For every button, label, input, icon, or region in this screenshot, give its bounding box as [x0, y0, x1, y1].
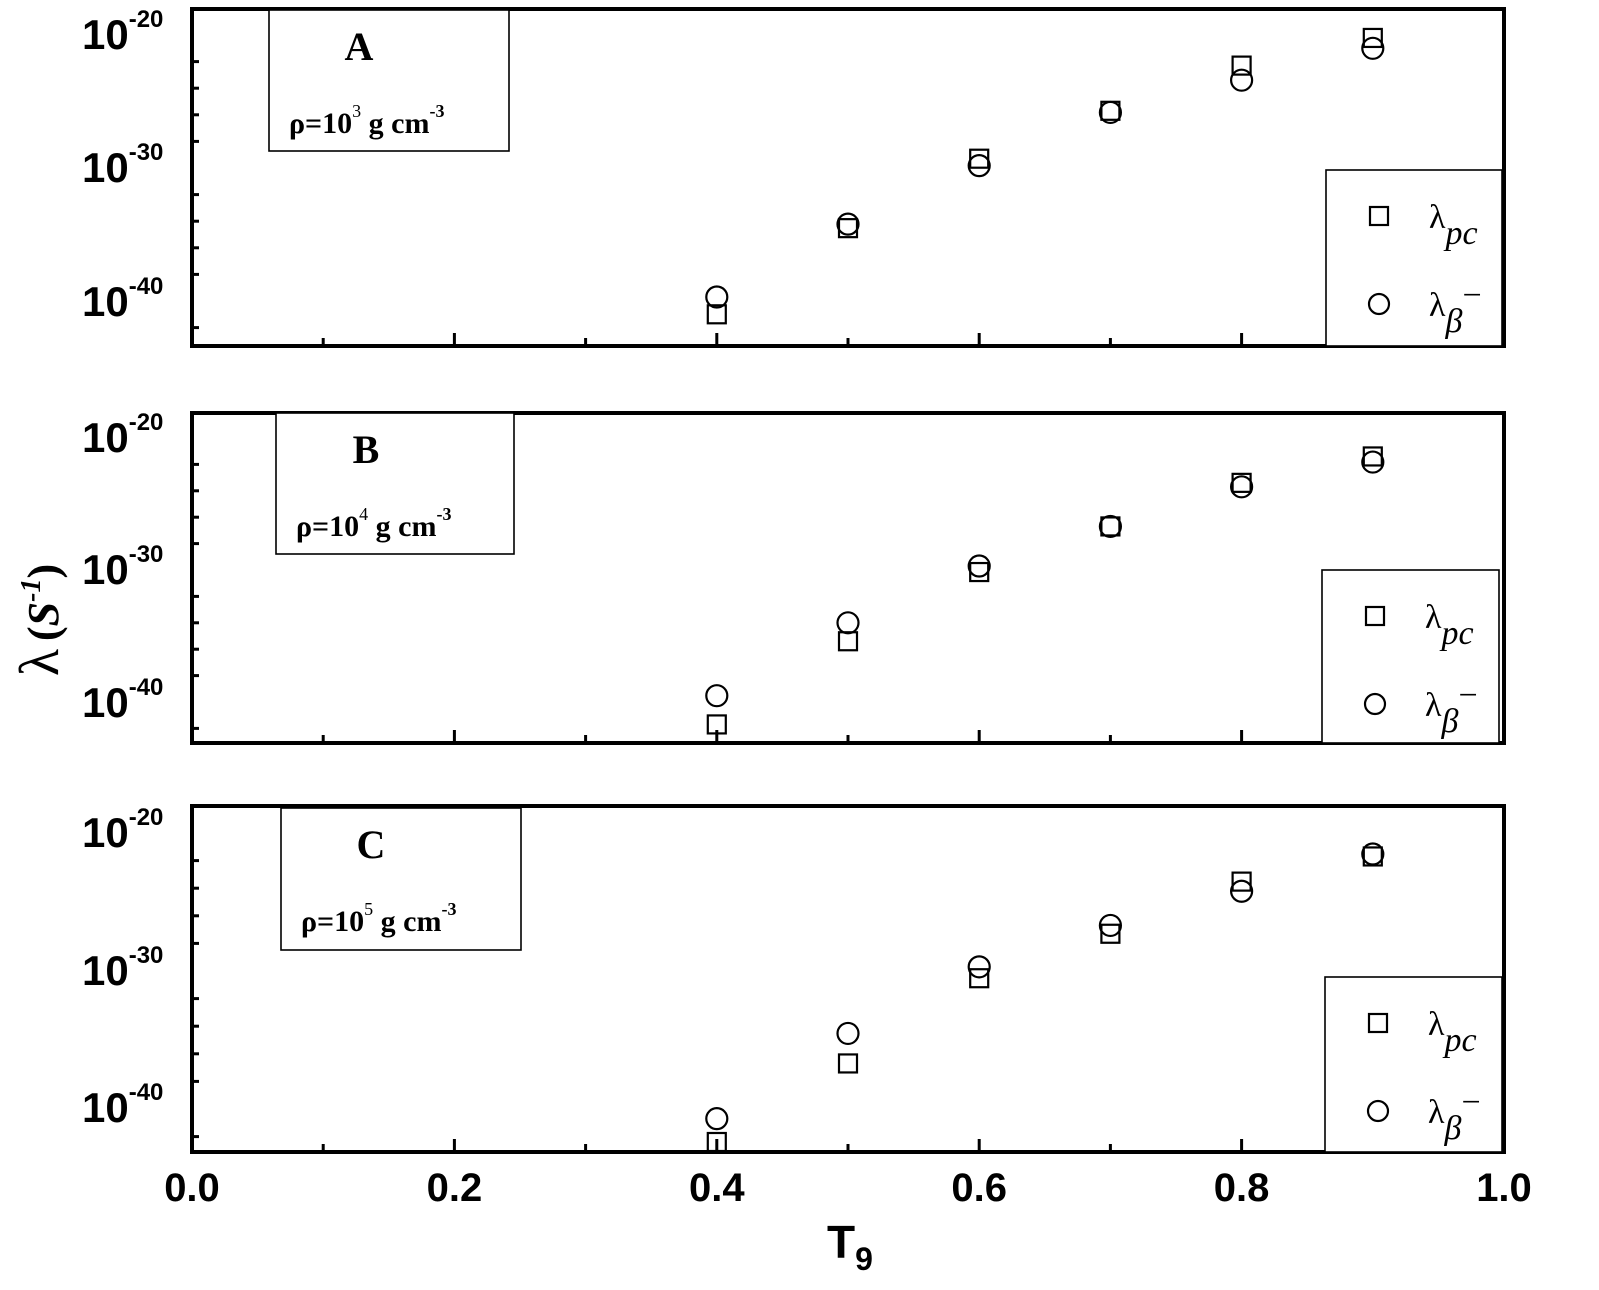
- data-point-circle: [1361, 36, 1385, 60]
- x-axis-title: T9: [827, 1216, 873, 1277]
- legend-circle-marker: [1367, 292, 1391, 316]
- x-axis-tick-labels: 0.0 0.2 0.4 0.6 0.8 1.0: [164, 1166, 1532, 1210]
- data-point-square: [837, 1053, 859, 1074]
- series-lambda-pc: [706, 846, 1383, 1153]
- legend-label-pc: λpc: [1429, 199, 1478, 252]
- y-axis-ticks: [192, 462, 199, 730]
- data-point-circle: [1361, 450, 1385, 474]
- data-point-circle: [967, 955, 991, 979]
- panel-a: 10-20 10-30 10-40 Aρ=103 g cm-3 λpc λβ−: [82, 6, 1506, 348]
- data-point-circle: [1098, 913, 1123, 938]
- y-tick-label: 10-20: [82, 804, 163, 856]
- data-point-circle: [1229, 879, 1254, 903]
- series-lambda-pc: [706, 27, 1383, 325]
- data-point-circle: [1098, 100, 1123, 125]
- legend: λpc λβ−: [1325, 169, 1503, 347]
- data-point-square: [1362, 446, 1383, 467]
- y-axis-title: λ(S-1): [9, 564, 71, 676]
- data-point-circle: [836, 611, 860, 635]
- panel-b: 10-20 10-30 10-40 Bρ=104 g cm-3 λpc λβ−: [82, 409, 1506, 745]
- data-point-square: [1100, 516, 1121, 537]
- panel-letter: C: [357, 822, 386, 867]
- data-point-circle: [1361, 842, 1385, 866]
- data-point-square: [969, 561, 990, 583]
- x-tick-label: 0.8: [1214, 1166, 1270, 1210]
- data-point-square: [969, 968, 990, 989]
- data-point-circle: [836, 1021, 860, 1046]
- x-tick-label: 0.0: [164, 1166, 220, 1210]
- data-point-circle: [1098, 514, 1123, 539]
- series-lambda-beta-minus: [705, 842, 1385, 1131]
- data-point-circle: [967, 154, 991, 178]
- y-tick-label: 10-40: [82, 1079, 163, 1131]
- x-tick-label: 0.6: [951, 1166, 1007, 1210]
- panel-letter: B: [353, 427, 380, 472]
- density-label-box: Bρ=104 g cm-3: [275, 412, 515, 555]
- x-tick-label: 0.4: [689, 1166, 745, 1210]
- x-tick-label: 1.0: [1476, 1166, 1532, 1210]
- density-label: ρ=105 g cm-3: [301, 899, 456, 938]
- data-point-square: [1362, 27, 1383, 49]
- data-point-circle: [705, 684, 729, 708]
- x-tick-label: 0.2: [427, 1166, 483, 1210]
- y-tick-label: 10-20: [82, 6, 163, 58]
- data-point-circle: [1229, 475, 1254, 499]
- y-axis-ticks: [192, 60, 199, 330]
- legend-square-marker: [1368, 205, 1390, 227]
- data-point-circle: [836, 212, 860, 236]
- data-point-circle: [1229, 68, 1254, 92]
- legend-circle-marker: [1366, 1099, 1390, 1123]
- data-point-square: [969, 148, 990, 169]
- legend-square-marker: [1367, 1012, 1389, 1034]
- density-label: ρ=104 g cm-3: [296, 504, 451, 543]
- y-tick-label: 10-30: [82, 942, 163, 994]
- data-point-circle: [705, 285, 729, 309]
- panel-letter: A: [345, 24, 374, 69]
- legend-circle-marker: [1363, 692, 1387, 716]
- y-tick-label: 10-40: [82, 674, 163, 726]
- legend: λpc λβ−: [1324, 976, 1503, 1153]
- data-point-square: [706, 304, 727, 325]
- y-tick-label: 10-30: [82, 139, 163, 191]
- data-point-square: [706, 714, 727, 735]
- density-label-box: Cρ=105 g cm-3: [280, 807, 522, 951]
- legend-label-beta: λβ−: [1428, 1084, 1481, 1147]
- density-label-box: Aρ=103 g cm-3: [268, 9, 510, 152]
- legend-label-beta: λβ−: [1425, 677, 1478, 740]
- legend-square-marker: [1364, 605, 1386, 627]
- series-lambda-beta-minus: [705, 36, 1385, 309]
- legend: λpc λβ−: [1321, 569, 1500, 744]
- series-lambda-pc: [706, 446, 1383, 735]
- data-point-square: [1100, 923, 1121, 944]
- panel-c: 10-20 10-30 10-40 Cρ=105 g cm-3 λpc λβ−: [82, 804, 1506, 1154]
- y-tick-label: 10-30: [82, 541, 163, 593]
- data-point-circle: [967, 554, 991, 578]
- y-tick-label: 10-40: [82, 273, 163, 325]
- legend-label-pc: λpc: [1425, 599, 1474, 652]
- data-point-circle: [705, 1107, 729, 1131]
- x-axis-ticks: [321, 333, 1375, 346]
- data-point-square: [837, 631, 859, 652]
- series-lambda-beta-minus: [705, 450, 1385, 708]
- svg-text:λ(S-1): λ(S-1): [9, 564, 71, 676]
- y-tick-label: 10-20: [82, 409, 163, 461]
- y-axis-ticks: [192, 859, 199, 1139]
- data-point-square: [1231, 55, 1252, 76]
- density-label: ρ=103 g cm-3: [289, 101, 444, 140]
- data-point-square: [1231, 871, 1252, 892]
- legend-label-beta: λβ−: [1429, 277, 1482, 340]
- legend-label-pc: λpc: [1428, 1006, 1477, 1059]
- data-point-square: [706, 1131, 727, 1153]
